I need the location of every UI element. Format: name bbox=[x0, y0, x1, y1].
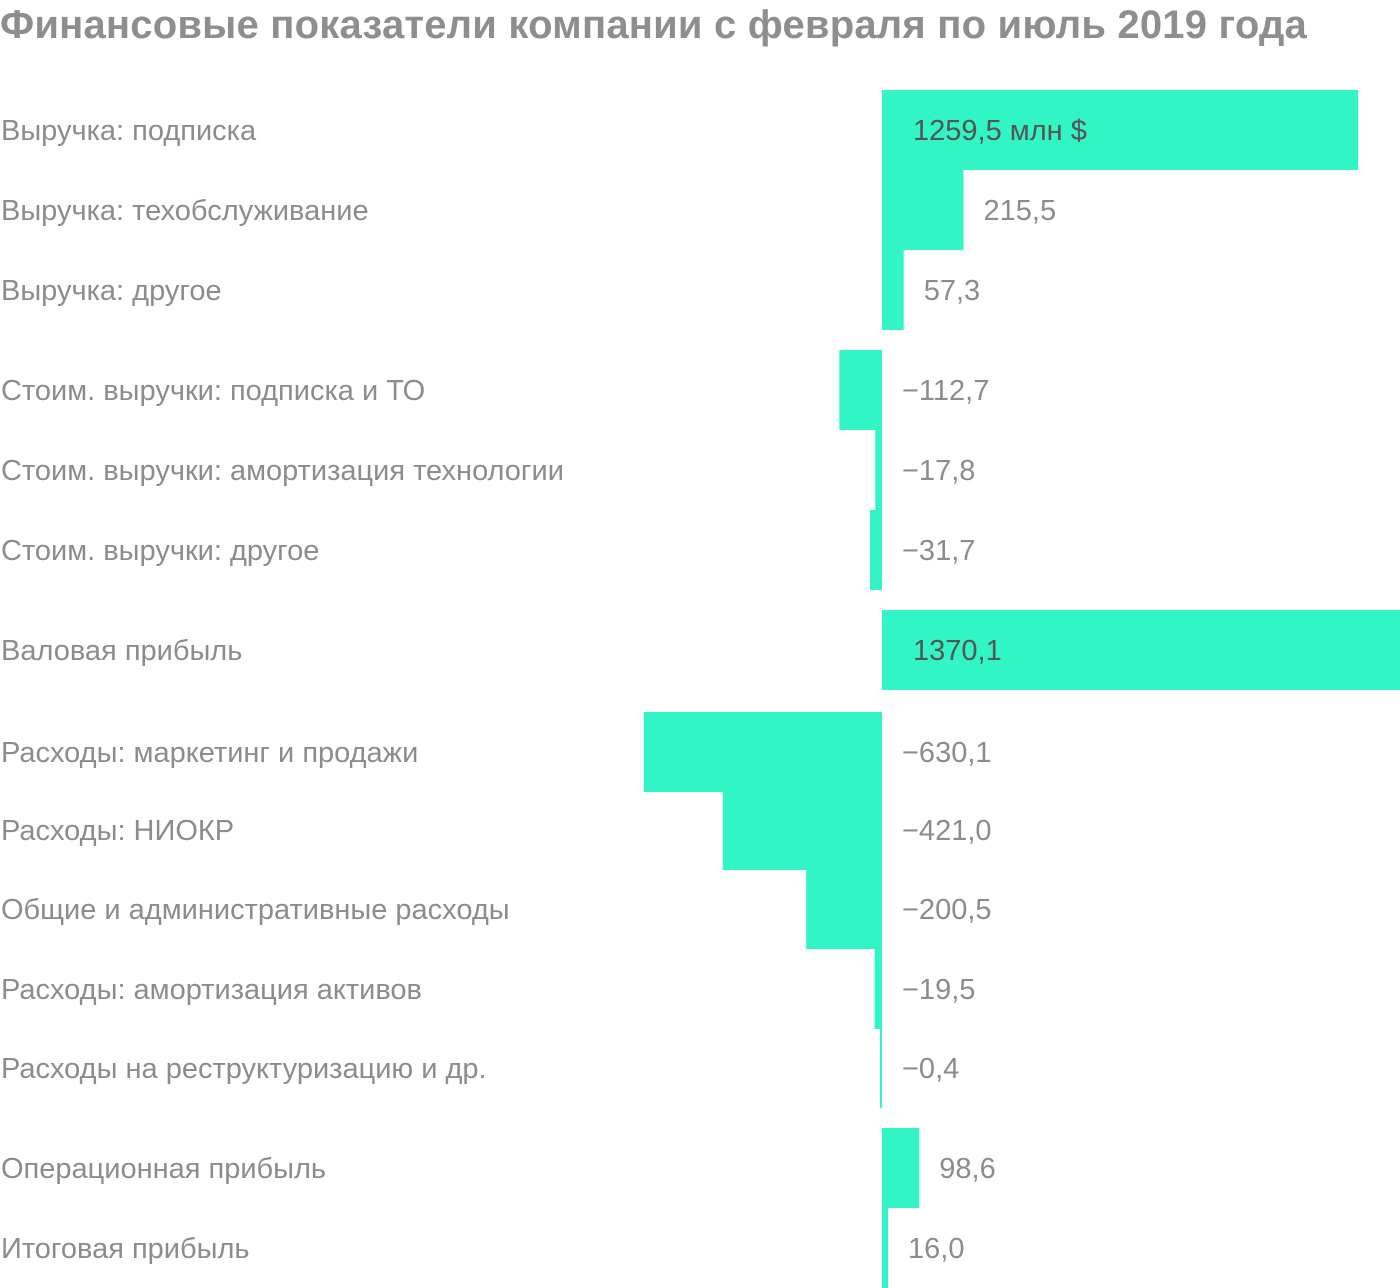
bar bbox=[722, 790, 882, 870]
value-label: 215,5 bbox=[984, 195, 1057, 227]
bar bbox=[882, 1128, 920, 1208]
value-label: 1370,1 bbox=[913, 635, 1002, 667]
value-label: 1259,5 млн $ bbox=[913, 115, 1087, 147]
bar bbox=[882, 1208, 888, 1288]
bar bbox=[882, 90, 1359, 170]
value-label: −630,1 bbox=[902, 737, 992, 769]
value-label: 57,3 bbox=[924, 275, 980, 307]
category-label: Стоим. выручки: амортизация технологии bbox=[1, 455, 564, 487]
category-label: Расходы: амортизация активов bbox=[1, 974, 422, 1006]
bar bbox=[882, 250, 904, 330]
value-label: −17,8 bbox=[902, 455, 975, 487]
category-label: Расходы: маркетинг и продажи bbox=[1, 737, 418, 769]
value-label: −0,4 bbox=[902, 1053, 959, 1085]
bar bbox=[882, 170, 964, 250]
category-label: Расходы на реструктуризацию и др. bbox=[1, 1053, 487, 1085]
value-label: 16,0 bbox=[908, 1233, 964, 1265]
category-label: Выручка: техобслуживание bbox=[1, 195, 369, 227]
chart-title: Финансовые показатели компании с февраля… bbox=[0, 3, 1307, 47]
category-label: Общие и административные расходы bbox=[1, 894, 510, 926]
bar bbox=[870, 510, 882, 590]
category-label: Валовая прибыль bbox=[1, 635, 242, 667]
value-label: −19,5 bbox=[902, 974, 975, 1006]
bar bbox=[880, 1028, 882, 1108]
value-label: −421,0 bbox=[902, 815, 992, 847]
category-label: Выручка: другое bbox=[1, 275, 222, 307]
bar bbox=[874, 949, 882, 1029]
category-label: Итоговая прибыль bbox=[1, 1233, 249, 1265]
category-label: Стоим. выручки: другое bbox=[1, 535, 319, 567]
value-label: −200,5 bbox=[902, 894, 992, 926]
bar bbox=[875, 430, 882, 510]
bar bbox=[643, 712, 882, 792]
value-label: −31,7 bbox=[902, 535, 975, 567]
category-label: Стоим. выручки: подписка и ТО bbox=[1, 375, 425, 407]
category-label: Расходы: НИОКР bbox=[1, 815, 234, 847]
bar bbox=[806, 869, 882, 949]
category-label: Выручка: подписка bbox=[1, 115, 257, 147]
bar bbox=[839, 350, 882, 430]
value-label: 98,6 bbox=[939, 1153, 995, 1185]
bar bbox=[882, 610, 1400, 690]
value-label: −112,7 bbox=[902, 375, 989, 407]
category-label: Операционная прибыль bbox=[1, 1153, 326, 1185]
